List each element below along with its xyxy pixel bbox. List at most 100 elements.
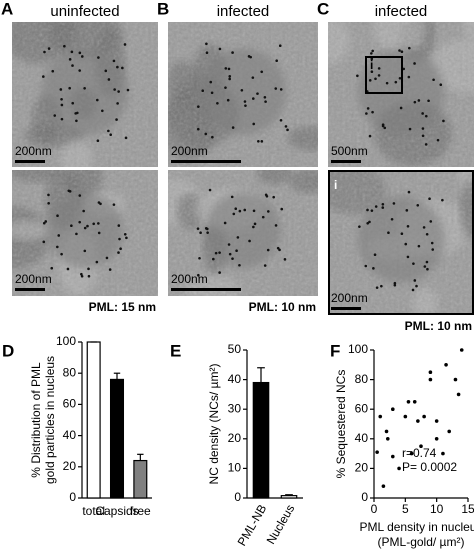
gold-particle [381, 202, 385, 206]
gold-particle [80, 272, 83, 276]
bar [133, 459, 148, 499]
gold-particle [60, 252, 63, 256]
gold-particle [116, 102, 119, 105]
gold-particle [70, 224, 73, 227]
gold-particle [83, 226, 87, 230]
gold-particle [74, 112, 77, 115]
gold-particle [57, 234, 61, 237]
gold-particle [230, 195, 234, 199]
y-tick-label: 100 [56, 334, 76, 348]
point [428, 377, 433, 382]
error-bar [257, 367, 265, 383]
point [403, 414, 408, 419]
gold-particle [97, 231, 101, 235]
gold-particle [385, 81, 389, 85]
scale-label: 200nm [15, 272, 52, 286]
gold-particle [416, 204, 420, 207]
gold-particle [124, 136, 128, 140]
gold-particle [197, 273, 200, 277]
gold-particle [415, 284, 418, 288]
gold-particle [426, 267, 429, 271]
y-tick-label: 0 [361, 490, 368, 504]
point [397, 466, 401, 471]
gold-particle [371, 110, 374, 114]
gold-particle [231, 126, 235, 129]
gold-particle [413, 62, 416, 65]
gold-particle [80, 55, 84, 58]
gold-particle [60, 117, 64, 121]
gold-particle [371, 49, 374, 53]
gold-particle [370, 52, 373, 55]
gold-particle [83, 249, 87, 253]
panel-footer: PML: 15 nm [89, 300, 156, 314]
gold-particle [283, 258, 287, 261]
gold-particle [272, 195, 275, 199]
gold-particle [60, 97, 63, 101]
y-tick-label: 40 [63, 428, 77, 442]
scale-bar [15, 288, 45, 291]
point [456, 392, 461, 397]
x-axis-label: PML density in nucleus [360, 520, 474, 534]
gold-particle [265, 194, 269, 198]
y-tick-label: 30 [228, 401, 242, 415]
gold-particle [441, 198, 444, 202]
point [391, 454, 395, 459]
gold-particle [390, 217, 394, 221]
gold-particle [261, 215, 265, 219]
inset-label: i [370, 58, 373, 72]
gold-particle [68, 190, 72, 193]
point [428, 370, 433, 375]
gold-particle [123, 232, 127, 236]
y-tick-label: 0 [69, 490, 76, 504]
y-tick-label: 50 [228, 342, 242, 356]
point [444, 363, 448, 367]
gold-particle [42, 221, 46, 225]
micrograph [168, 170, 318, 296]
micrograph [12, 170, 158, 296]
gold-particle [251, 97, 255, 100]
gold-particle [439, 83, 443, 87]
gold-particle [234, 207, 238, 211]
gold-particle [413, 279, 417, 282]
gold-particle [96, 139, 100, 143]
gold-particle [71, 64, 74, 67]
gold-particle [70, 50, 74, 54]
gold-particle [205, 42, 208, 46]
gold-particle [368, 79, 372, 82]
gold-particle [216, 101, 219, 105]
point [378, 414, 383, 419]
gold-particle [117, 224, 121, 227]
point [416, 419, 420, 423]
gold-particle [80, 274, 84, 278]
gold-particle [417, 99, 421, 102]
gold-particle [279, 118, 283, 122]
gold-particle [118, 237, 121, 241]
gold-particle [408, 127, 412, 131]
y-tick-label: 60 [355, 401, 369, 415]
gold-particle [366, 208, 369, 212]
gold-particle [393, 281, 397, 285]
gold-particle [75, 119, 78, 123]
gold-particle [95, 98, 99, 102]
scale-label: 200nm [171, 272, 208, 286]
gold-particle [205, 51, 209, 55]
gold-particle [97, 222, 100, 225]
gold-particle [392, 202, 396, 205]
gold-particle [399, 106, 403, 110]
gold-particle [78, 220, 82, 224]
x-tick-label: 0 [371, 502, 378, 516]
gold-particle [112, 59, 116, 63]
gold-particle [51, 69, 55, 73]
gold-particle [218, 271, 221, 274]
bar [252, 381, 270, 499]
micrograph [328, 170, 474, 315]
gold-particle [422, 226, 426, 229]
gold-particle [78, 69, 81, 72]
gold-particle [196, 127, 200, 131]
gold-particle [78, 51, 82, 55]
gold-particle [206, 231, 209, 234]
gold-particle [236, 236, 240, 239]
gold-particle [436, 138, 440, 142]
